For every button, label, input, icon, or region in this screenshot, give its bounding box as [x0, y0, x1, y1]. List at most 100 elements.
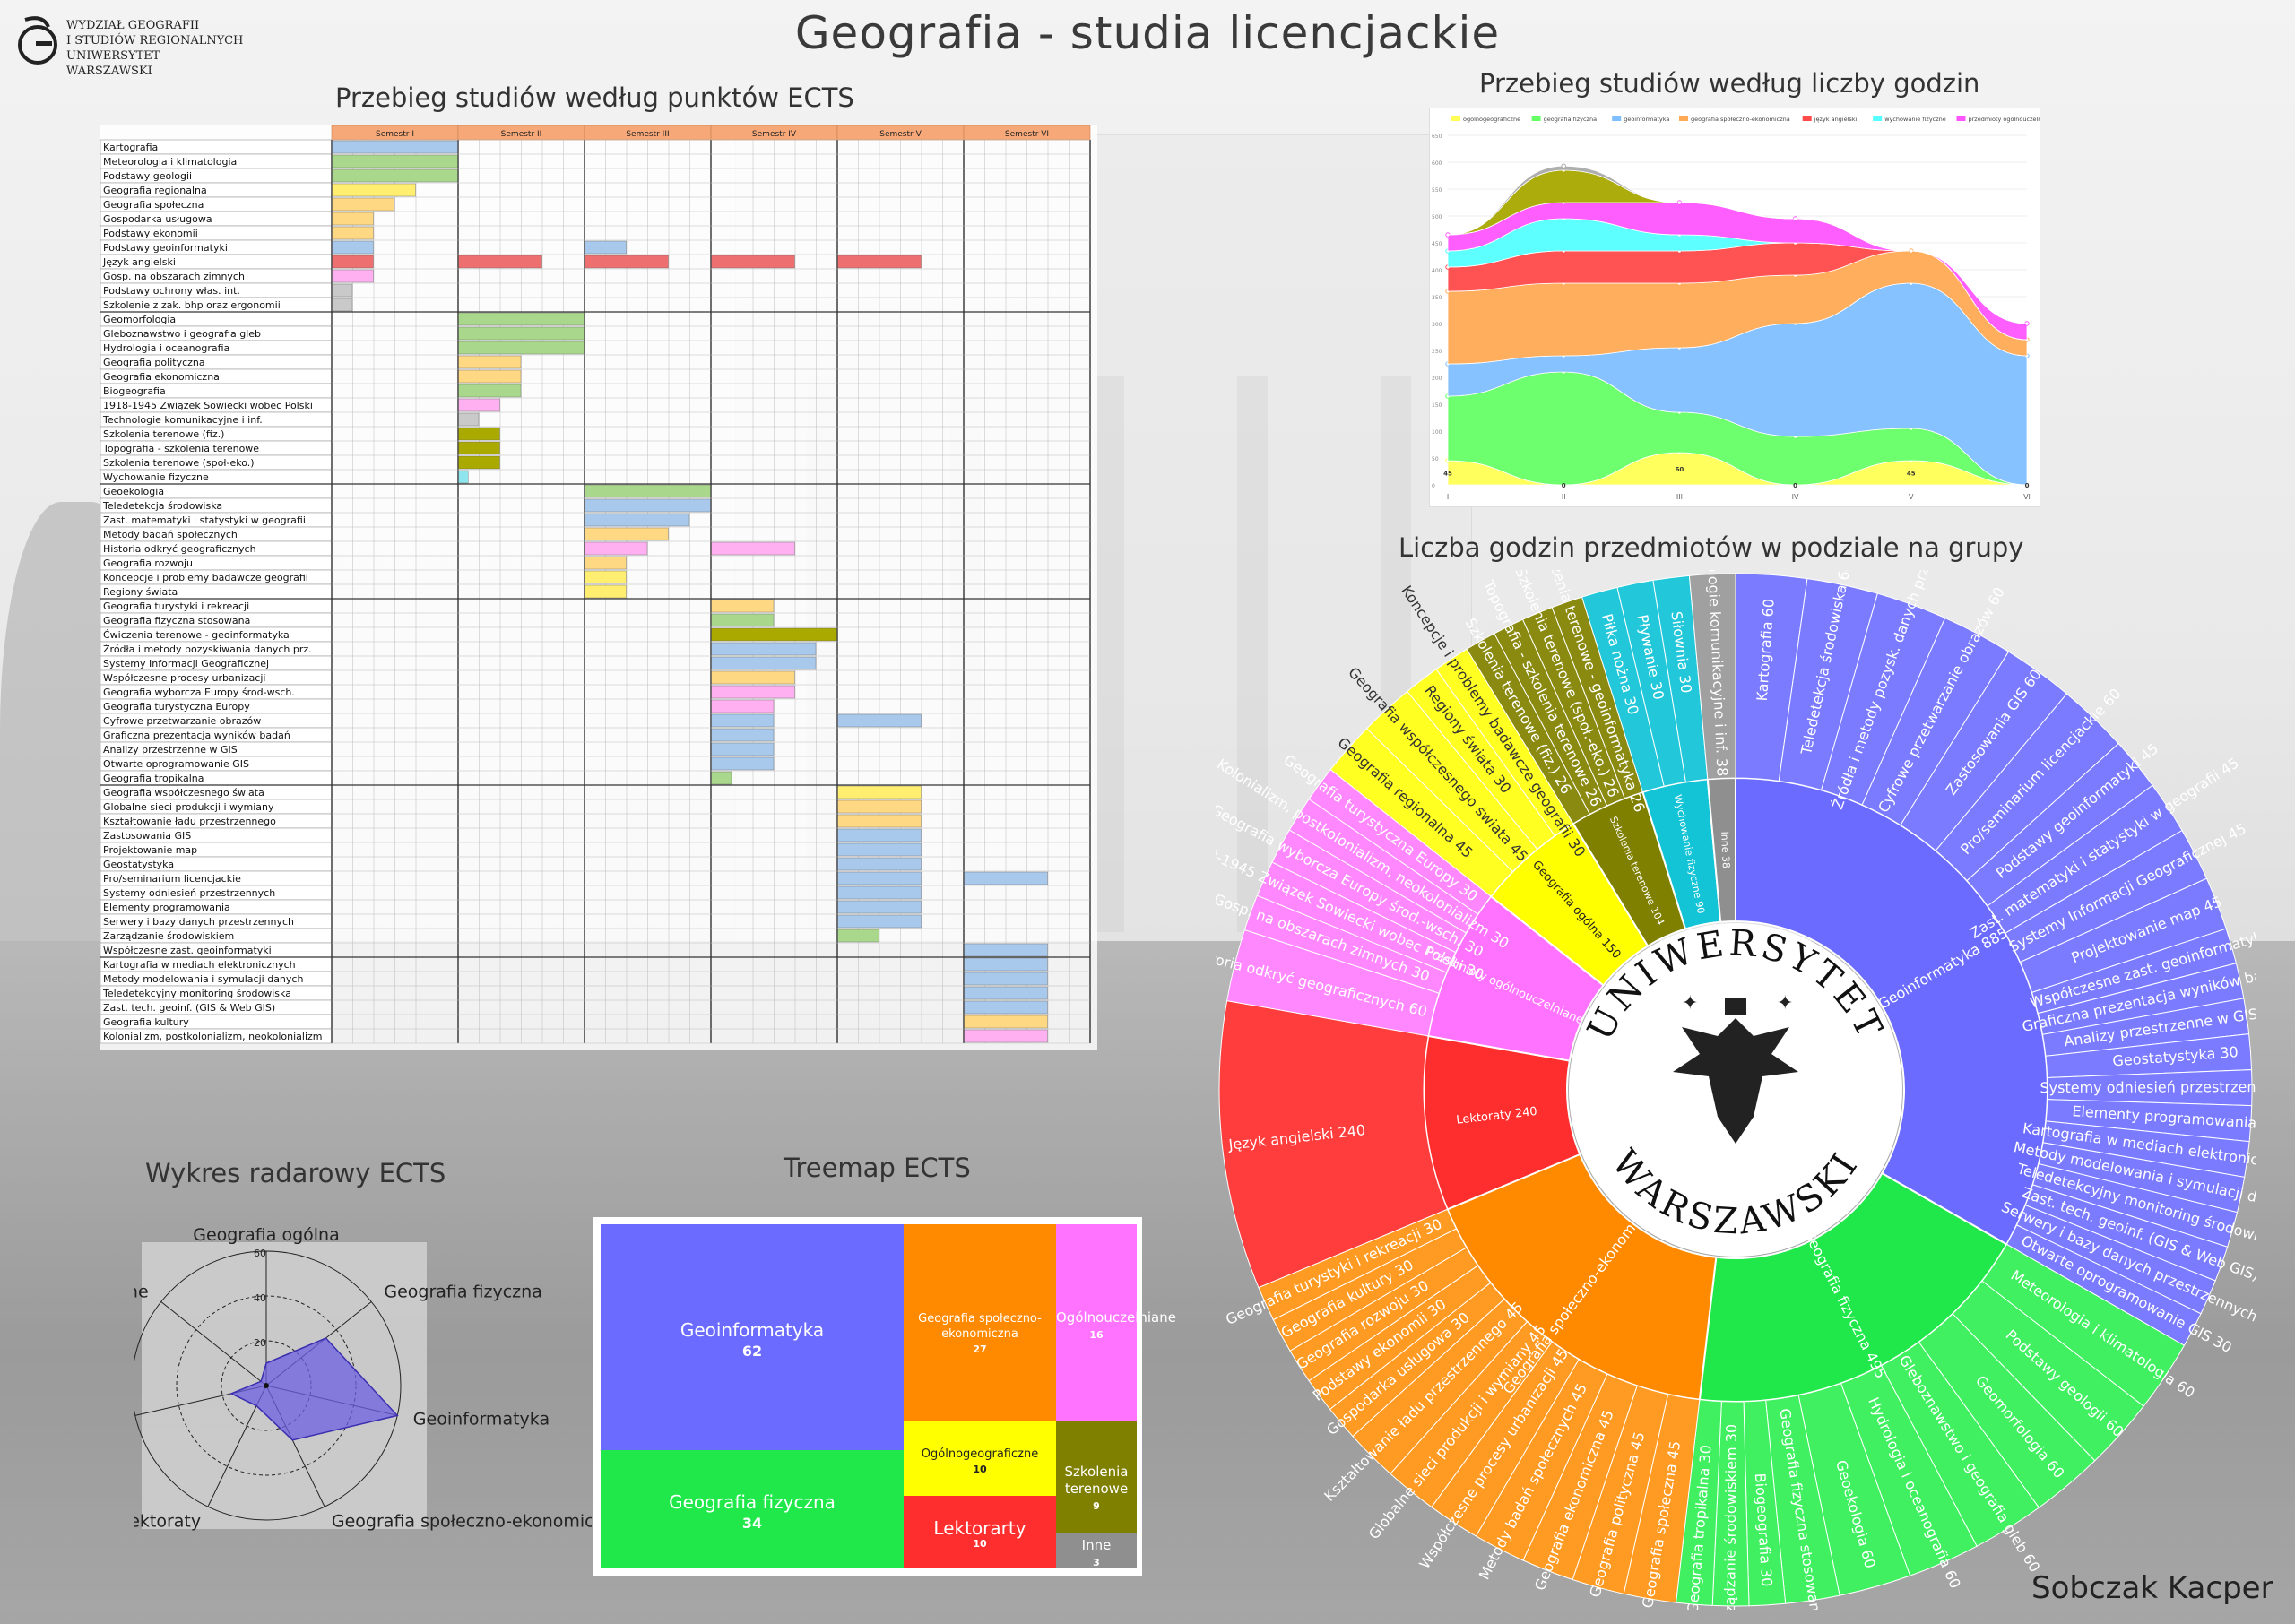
ects-bar	[711, 771, 732, 785]
hours-y-tick: 500	[1432, 214, 1442, 220]
sunburst-chart: Kartografia 60 Teledetekcja środowiska 60…	[1216, 570, 2256, 1610]
subject-label: Systemy odniesień przestrzennych	[103, 887, 275, 899]
ects-bar	[964, 871, 1048, 885]
hours-x-tick: VI	[2023, 493, 2031, 501]
treemap-cell-label: Geografia społeczno-ekonomiczna 27	[904, 1311, 1056, 1357]
sunburst-label: Inne 38	[1719, 831, 1732, 868]
treemap-cell: Lektorarty 10	[904, 1496, 1056, 1568]
treemap-cell: Geografia społeczno-ekonomiczna 27	[904, 1224, 1056, 1421]
treemap-section-title: Treemap ECTS	[784, 1153, 971, 1183]
ects-bar	[964, 1029, 1048, 1043]
ects-bar	[585, 240, 627, 255]
legend-swatch	[1612, 116, 1622, 121]
subject-label: Kartografia	[103, 142, 158, 153]
ects-bar	[458, 455, 500, 470]
ects-bar	[837, 885, 922, 900]
hours-point-label: 0	[1793, 482, 1797, 489]
ects-bar	[332, 212, 374, 226]
hours-y-tick: 200	[1432, 376, 1442, 382]
subject-label: Kartografia w mediach elektronicznych	[103, 959, 296, 971]
ects-bar	[711, 642, 817, 656]
subject-label: Zarządzanie środowiskiem	[103, 930, 234, 942]
subject-label: Geografia turystyczna Europy	[103, 701, 250, 713]
hours-area-chart-panel: 0 50 100 150 200 250 300 350 400 450 500 550 600 650 o…	[1429, 108, 2171, 507]
semester-header-label: Semestr IV	[752, 130, 797, 139]
ects-bar	[711, 713, 775, 728]
radar-data-polygon	[230, 1337, 399, 1441]
treemap-cell: Geografia fizyczna 34	[601, 1450, 904, 1568]
radar-tick-label: 40	[254, 1292, 266, 1304]
subject-label: Biogeografia	[103, 385, 166, 397]
legend-swatch	[1679, 116, 1688, 121]
ects-bar	[458, 255, 542, 269]
radar-axis-label: Inne	[134, 1282, 149, 1301]
hours-y-tick: 400	[1432, 268, 1442, 274]
hours-point-label: 45	[1907, 471, 1916, 478]
ects-bar	[837, 900, 922, 914]
hours-point	[1561, 163, 1566, 168]
hours-y-tick: 0	[1432, 483, 1435, 489]
subject-label: Geografia polityczna	[103, 357, 205, 368]
ects-bar	[458, 441, 500, 455]
ects-bar	[837, 814, 922, 828]
ects-bar	[837, 799, 922, 814]
hours-x-tick: II	[1562, 493, 1566, 501]
ects-bar	[458, 341, 585, 355]
subject-label: Zastosowania GIS	[103, 830, 191, 842]
sunburst-section-title: Liczba godzin przedmiotów w podziale na …	[1399, 532, 2024, 563]
ects-bar	[711, 670, 795, 685]
logo-line-1: WYDZIAŁ GEOGRAFII	[66, 19, 200, 32]
subject-label: Gosp. na obszarach zimnych	[103, 271, 245, 282]
ects-bar	[837, 713, 922, 728]
ects-bar	[585, 527, 669, 541]
ects-bar	[332, 269, 374, 283]
ects-bar	[332, 183, 416, 197]
legend-label: geografia fizyczna	[1544, 116, 1597, 123]
radar-center-point	[264, 1383, 269, 1388]
subject-label: Kształtowanie ładu przestrzennego	[103, 816, 276, 827]
hours-y-tick: 150	[1432, 402, 1442, 409]
subject-label: Język angielski	[102, 256, 176, 268]
hours-point-label: 0	[1562, 482, 1566, 489]
legend-label: geografia społeczno-ekonomiczna	[1691, 116, 1790, 123]
treemap-chart: Geoinformatyka 62 Geografia fizyczna 34 Geog…	[593, 1217, 1176, 1576]
page-title: Geografia - studia licencjackie	[794, 7, 1501, 59]
subject-label: Analizy przestrzenne w GIS	[103, 744, 238, 756]
subject-label: Serwery i bazy danych przestrzennych	[103, 916, 294, 928]
subject-label: Pro/seminarium licencjackie	[103, 873, 241, 885]
treemap-cell: Inne 3	[1056, 1533, 1137, 1568]
hours-point-label: 60	[1676, 466, 1684, 473]
hours-y-tick: 450	[1432, 241, 1442, 247]
faculty-emblem-icon	[18, 16, 57, 65]
hours-point-label: 0	[2025, 482, 2030, 489]
subject-label: Hydrologia i oceanografia	[103, 342, 230, 354]
hours-point-label: 45	[1443, 471, 1452, 478]
ects-bar	[332, 140, 458, 154]
ects-bar	[458, 355, 522, 369]
ects-bar	[458, 470, 469, 484]
column	[1094, 376, 1124, 932]
ects-bar	[458, 369, 522, 384]
subject-label: Szkolenie z zak. bhp oraz ergonomii	[103, 299, 281, 311]
ects-bar	[332, 240, 374, 255]
subject-label: Koncepcje i problemy badawcze geografii	[103, 572, 308, 583]
logo-line-2: I STUDIÓW REGIONALNYCH	[66, 34, 244, 48]
sunburst-label: Systemy odniesień przestrzennych 30	[2040, 1078, 2256, 1096]
ects-bar	[711, 699, 775, 713]
hours-area-inne	[1447, 165, 2028, 324]
ects-section-title: Przebieg studiów według punktów ECTS	[335, 82, 854, 113]
subject-label: Technologie komunikacyjne i inf.	[102, 414, 263, 426]
legend-label: ogólnogeograficzne	[1463, 116, 1520, 123]
ects-bar	[837, 871, 922, 885]
ects-bar	[837, 828, 922, 842]
hours-y-tick: 550	[1432, 187, 1442, 194]
subject-label: Podstawy geoinformatyki	[103, 242, 228, 254]
ects-bar	[332, 298, 353, 312]
subject-label: Zast. tech. geoinf. (GIS & Web GIS)	[103, 1002, 275, 1014]
treemap-value-text: 10	[973, 1464, 987, 1475]
subject-label: Geografia tropikalna	[103, 773, 204, 784]
treemap-value-text: 9	[1093, 1499, 1100, 1512]
subject-label: Cyfrowe przetwarzanie obrazów	[103, 715, 261, 727]
ects-bar	[711, 627, 837, 642]
ects-bar	[837, 929, 879, 943]
